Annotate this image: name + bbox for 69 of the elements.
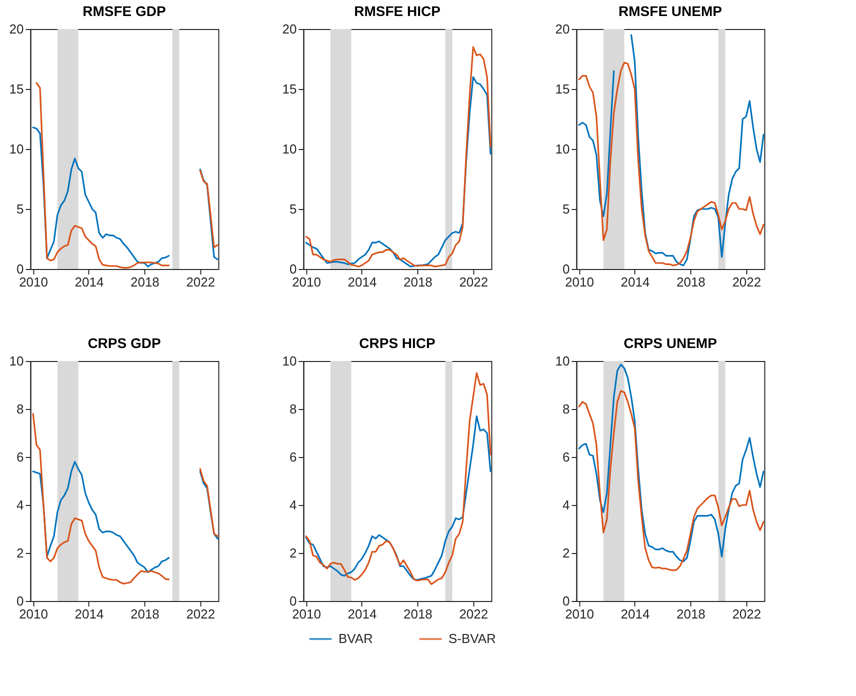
y-tick-label: 4	[16, 498, 24, 512]
y-tick-label: 2	[16, 546, 24, 560]
y-tick-label: 2	[290, 546, 297, 560]
y-tick-label: 20	[555, 22, 570, 36]
y-tick-label: 0	[16, 594, 24, 608]
chart-title: RMSFE UNEMP	[618, 3, 722, 19]
y-tick-label: 0	[562, 262, 570, 276]
y-tick-label: 8	[16, 402, 24, 416]
y-tick-label: 10	[9, 142, 24, 156]
legend-label: S-BVAR	[448, 631, 496, 646]
y-tick-label: 15	[282, 82, 297, 96]
y-tick-label: 10	[282, 142, 297, 156]
y-tick-label: 10	[555, 354, 570, 368]
y-tick-label: 4	[562, 498, 570, 512]
x-tick-label: 2014	[74, 606, 104, 622]
x-tick-label: 2010	[19, 274, 48, 290]
y-tick-label: 0	[16, 262, 24, 276]
y-tick-label: 8	[290, 402, 297, 416]
chart-title: CRPS UNEMP	[624, 335, 717, 351]
x-tick-label: 2018	[130, 606, 160, 622]
x-tick-label: 2018	[130, 274, 160, 290]
y-tick-label: 20	[9, 22, 24, 36]
y-tick-label: 6	[290, 450, 297, 464]
x-tick-label: 2022	[459, 274, 488, 290]
y-tick-label: 0	[290, 262, 297, 276]
y-tick-label: 0	[562, 594, 570, 608]
x-tick-label: 2018	[403, 606, 432, 622]
y-tick-label: 4	[290, 498, 297, 512]
x-tick-label: 2014	[348, 274, 377, 290]
y-tick-label: 15	[9, 82, 24, 96]
y-tick-label: 2	[562, 546, 570, 560]
x-tick-label: 2010	[19, 606, 48, 622]
x-tick-label: 2022	[732, 274, 762, 290]
chart-title: RMSFE HICP	[354, 3, 440, 19]
x-tick-label: 2010	[292, 606, 321, 622]
x-tick-label: 2010	[565, 274, 594, 290]
legend-label: BVAR	[338, 631, 373, 646]
line-series	[578, 390, 764, 572]
x-tick-label: 2014	[348, 606, 377, 622]
x-tick-label: 2010	[565, 606, 594, 622]
line-series	[305, 415, 492, 581]
y-tick-label: 10	[555, 142, 570, 156]
x-tick-label: 2022	[186, 274, 216, 290]
x-tick-label: 2022	[186, 606, 216, 622]
y-tick-label: 6	[16, 450, 24, 464]
x-tick-label: 2018	[676, 274, 706, 290]
chart-title: RMSFE GDP	[82, 3, 166, 19]
y-tick-label: 6	[562, 450, 570, 464]
x-tick-label: 2014	[620, 274, 650, 290]
x-tick-label: 2014	[620, 606, 650, 622]
y-tick-label: 15	[555, 82, 570, 96]
y-tick-label: 5	[562, 202, 570, 216]
y-tick-label: 5	[16, 202, 24, 216]
y-tick-label: 10	[282, 354, 297, 368]
chart-title: CRPS GDP	[88, 335, 161, 351]
x-tick-label: 2022	[732, 606, 762, 622]
y-tick-label: 10	[9, 354, 24, 368]
y-tick-label: 8	[562, 402, 570, 416]
line-series	[305, 372, 492, 585]
x-tick-label: 2018	[676, 606, 706, 622]
y-tick-label: 20	[282, 22, 297, 36]
x-tick-label: 2018	[403, 274, 432, 290]
x-tick-label: 2014	[74, 274, 104, 290]
x-tick-label: 2010	[292, 274, 321, 290]
x-tick-label: 2022	[459, 606, 488, 622]
y-tick-label: 5	[290, 202, 297, 216]
line-series	[578, 364, 764, 562]
y-tick-label: 0	[290, 594, 297, 608]
chart-title: CRPS HICP	[359, 335, 436, 351]
